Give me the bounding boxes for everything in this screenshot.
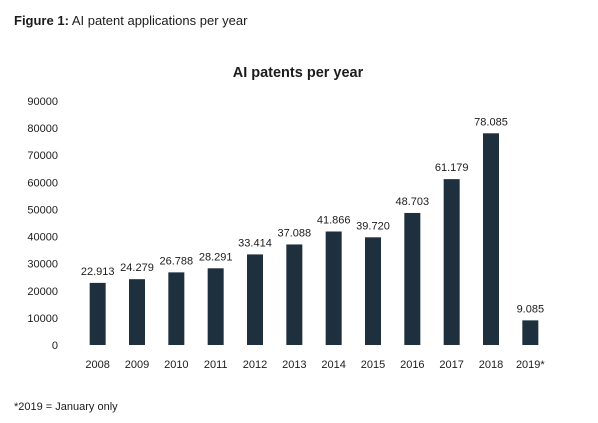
bar bbox=[207, 268, 224, 345]
y-tick-label: 40000 bbox=[27, 232, 58, 244]
x-tick-label: 2010 bbox=[164, 359, 188, 371]
x-tick-label: 2009 bbox=[125, 359, 149, 371]
data-label: 9.085 bbox=[517, 303, 545, 315]
data-label: 37.088 bbox=[278, 227, 312, 239]
bar bbox=[443, 179, 460, 345]
bars bbox=[89, 133, 539, 345]
x-tick-label: 2016 bbox=[400, 359, 424, 371]
chart-title: AI patents per year bbox=[233, 65, 364, 81]
data-label: 28.291 bbox=[199, 251, 233, 263]
x-tick-label: 2014 bbox=[321, 359, 345, 371]
x-tick-label: 2008 bbox=[85, 359, 109, 371]
bar bbox=[365, 237, 381, 345]
footnote: *2019 = January only bbox=[14, 401, 118, 413]
bar bbox=[247, 254, 263, 345]
figure-caption-text: AI patent applications per year bbox=[68, 13, 248, 28]
figure-separator: : bbox=[64, 13, 69, 28]
y-tick-label: 70000 bbox=[27, 150, 58, 162]
x-tick-label: 2019* bbox=[516, 359, 545, 371]
bar bbox=[483, 133, 499, 345]
bar bbox=[522, 320, 539, 345]
y-tick-label: 30000 bbox=[27, 259, 58, 271]
data-label: 26.788 bbox=[160, 255, 194, 267]
x-tick-label: 2017 bbox=[439, 359, 463, 371]
y-tick-label: 20000 bbox=[27, 286, 58, 298]
data-label: 48.703 bbox=[396, 196, 430, 208]
data-label: 39.720 bbox=[356, 220, 390, 232]
y-axis-ticks: 0 10000 20000 30000 40000 50000 60000 70000 8000… bbox=[27, 96, 58, 352]
x-tick-label: 2018 bbox=[479, 359, 503, 371]
data-label: 24.279 bbox=[120, 262, 154, 274]
bar bbox=[89, 282, 106, 345]
x-tick-label: 2015 bbox=[361, 359, 385, 371]
data-label: 22.913 bbox=[81, 266, 115, 278]
data-label: 61.179 bbox=[435, 162, 469, 174]
data-label: 41.866 bbox=[317, 214, 351, 226]
y-tick-label: 0 bbox=[52, 340, 58, 352]
data-labels: 22.913 24.279 26.788 28.291 33.414 37.088 41.8… bbox=[81, 116, 544, 315]
y-tick-label: 50000 bbox=[27, 204, 58, 216]
y-tick-label: 90000 bbox=[27, 96, 58, 108]
y-tick-label: 80000 bbox=[27, 123, 58, 135]
bar bbox=[286, 244, 303, 345]
figure-caption: Figure 1: AI patent applications per yea… bbox=[14, 13, 247, 28]
x-tick-label: 2011 bbox=[204, 359, 228, 371]
x-axis-ticks: 2008 2009 2010 2011 2012 2013 2014 2015 2016 2017… bbox=[85, 359, 545, 371]
bar bbox=[325, 231, 342, 345]
bar bbox=[404, 212, 421, 345]
bar bbox=[168, 272, 185, 345]
data-label: 78.085 bbox=[474, 116, 508, 128]
bar bbox=[129, 279, 145, 345]
x-tick-label: 2013 bbox=[282, 359, 306, 371]
x-tick-label: 2012 bbox=[243, 359, 267, 371]
data-label: 33.414 bbox=[238, 237, 272, 249]
y-tick-label: 10000 bbox=[27, 313, 58, 325]
y-tick-label: 60000 bbox=[27, 177, 58, 189]
figure-label: Figure 1 bbox=[14, 13, 65, 28]
